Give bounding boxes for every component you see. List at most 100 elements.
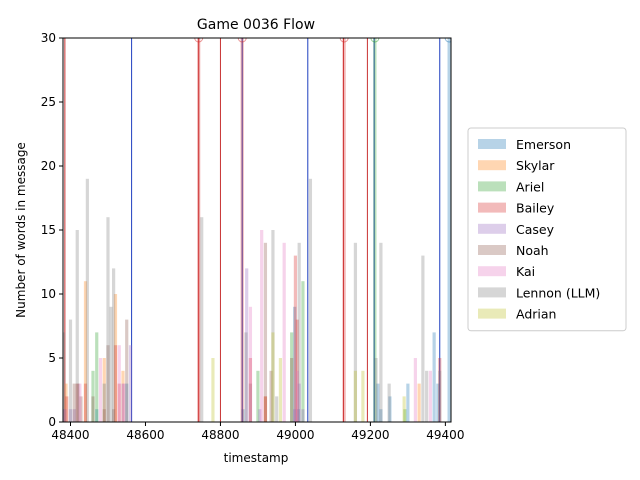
x-tick-label: 48800: [201, 428, 239, 442]
bar-casey-6: [258, 409, 262, 422]
bar-kai-8: [295, 370, 299, 422]
bar-skylar-0: [64, 383, 68, 422]
bar-bailey-11: [342, 38, 346, 422]
y-tick-label: 25: [41, 95, 56, 109]
bar-lennon-llm--15: [379, 242, 383, 422]
bar-casey-8: [297, 383, 301, 422]
legend-swatch: [478, 202, 506, 213]
bar-casey-9: [301, 409, 305, 422]
bar-skylar-3: [113, 294, 118, 422]
bar-lennon-llm--8: [244, 332, 248, 422]
bar-casey-2: [72, 409, 76, 422]
bar-ariel-0: [91, 370, 95, 422]
legend-label: Casey: [516, 222, 555, 237]
bar-emerson-1: [95, 409, 99, 422]
bar-ariel-3: [290, 332, 294, 422]
bar-casey-5: [245, 268, 249, 422]
bar-noah-8: [248, 383, 253, 422]
bar-ariel-4: [301, 281, 305, 422]
bar-kai-10: [428, 370, 432, 422]
legend-label: Adrian: [516, 307, 556, 322]
bar-emerson-10: [406, 383, 410, 422]
bar-bailey-7: [248, 358, 253, 422]
x-tick-label: 48400: [51, 428, 89, 442]
bar-ariel-2: [256, 370, 260, 422]
bar-noah-10: [269, 370, 273, 422]
bar-kai-2: [98, 358, 103, 422]
x-tick-label: 49200: [351, 428, 389, 442]
legend-swatch: [478, 139, 506, 149]
bar-emerson-0: [57, 409, 60, 422]
legend-swatch: [478, 287, 506, 298]
bar-casey-7: [293, 409, 297, 422]
bar-bailey-0: [65, 396, 69, 422]
bar-bailey-8: [263, 396, 268, 422]
bar-adrian-0: [211, 358, 215, 422]
legend-label: Emerson: [516, 137, 571, 152]
x-tick-label: 48600: [126, 428, 164, 442]
legend-label: Noah: [516, 243, 549, 258]
bar-kai-1: [78, 383, 82, 422]
bar-lennon-llm--12: [308, 178, 313, 422]
bar-lennon-llm--6: [112, 268, 116, 422]
bar-noah-2: [79, 396, 83, 422]
legend-label: Lennon (LLM): [516, 285, 600, 300]
bar-emerson-6: [296, 409, 301, 422]
x-tick-label: 49000: [276, 428, 314, 442]
plot-area-frame: [62, 37, 452, 423]
legend-swatch: [478, 181, 506, 192]
bar-kai-7: [282, 242, 286, 422]
bar-bailey-2: [83, 383, 88, 422]
bar-lennon-llm--14: [374, 358, 378, 422]
bar-emerson-13: [447, 38, 451, 422]
bar-emerson-12: [436, 383, 440, 422]
bar-lennon-llm--1: [68, 319, 73, 422]
bar-lennon-llm--11: [297, 242, 301, 422]
bar-adrian-3: [353, 370, 358, 422]
bar-kai-0: [63, 409, 65, 422]
y-tick-label: 30: [41, 31, 56, 45]
bar-ariel-6: [403, 409, 407, 422]
bar-casey-4: [128, 345, 133, 422]
bar-emerson-8: [379, 409, 383, 422]
bar-noah-11: [290, 358, 294, 422]
bar-skylar-1: [83, 281, 88, 422]
bar-skylar-2: [102, 358, 106, 422]
y-tick-label: 15: [41, 223, 56, 237]
marker-emerson-13: [444, 38, 451, 43]
bar-casey-0: [63, 409, 67, 422]
bar-lennon-llm--10: [275, 396, 279, 422]
y-tick-label: 0: [48, 415, 56, 429]
legend-swatch: [478, 245, 506, 255]
y-tick-label: 20: [41, 159, 56, 173]
bar-lennon-llm--0: [63, 332, 66, 422]
legend: Emerson Skylar Ariel Bailey Casey Noah Kai Lenn…: [467, 127, 627, 332]
bar-adrian-4: [361, 370, 365, 422]
bar-lennon-llm--18: [425, 370, 429, 422]
bar-lennon-llm--16: [387, 383, 391, 422]
bar-noah-3: [91, 396, 95, 422]
bar-noah-5: [106, 345, 110, 422]
y-tick-label: 10: [41, 287, 56, 301]
bar-noah-7: [125, 319, 129, 422]
bar-ariel-5: [373, 38, 377, 422]
y-tick-label: 5: [48, 351, 56, 365]
bar-lennon-llm--4: [106, 217, 110, 422]
x-axis-label: timestamp: [224, 451, 289, 465]
marker-ariel-5: [370, 38, 380, 43]
bar-casey-3: [121, 383, 125, 422]
legend-swatch: [478, 160, 506, 171]
legend-label: Ariel: [516, 179, 544, 194]
legend-swatch: [478, 223, 506, 234]
bar-adrian-1: [271, 332, 275, 422]
bar-emerson-2: [102, 383, 106, 422]
x-tick-label: 49400: [426, 428, 464, 442]
bar-noah-9: [263, 242, 268, 422]
bar-adrian-2: [278, 358, 283, 422]
marker-bailey-6: [237, 38, 247, 43]
bar-emerson-9: [388, 396, 392, 422]
legend-label: Bailey: [516, 201, 555, 216]
bar-noah-1: [76, 383, 80, 422]
bar-lennon-llm--17: [421, 255, 425, 422]
